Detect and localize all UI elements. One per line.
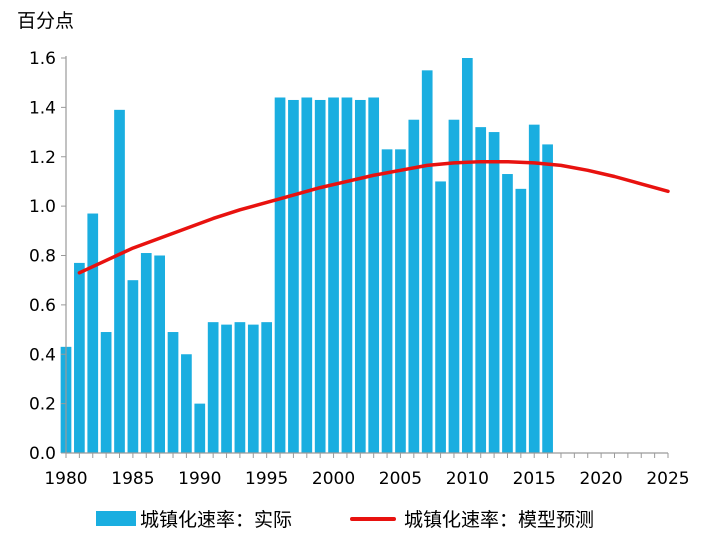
legend-label-actual: 城镇化速率：实际 [140,509,293,531]
x-tick-label: 2010 [446,469,489,489]
y-axis-label: 百分点 [17,10,75,32]
bar [461,58,473,453]
x-tick-label: 1985 [111,469,154,489]
bar [395,149,406,453]
bar [301,97,313,453]
y-tick-label: 1.0 [29,197,56,217]
bar [421,70,433,453]
bar [502,174,513,453]
bar [381,149,393,453]
bar [100,332,112,453]
y-tick-label: 0.6 [29,296,56,316]
bar [542,144,553,453]
bar [408,119,420,453]
y-tick-label: 1.4 [29,98,56,118]
bar [515,188,527,453]
bar [221,324,232,453]
bar [127,280,139,453]
legend-line-swatch [350,516,396,521]
legend-item-predicted: 城镇化速率：模型预测 [350,505,594,532]
legend-bar-swatch [96,511,136,526]
bar [488,132,500,453]
legend: 城镇化速率：实际 城镇化速率：模型预测 [0,505,701,535]
prediction-line [77,159,670,275]
bar [140,253,152,453]
x-tick-label: 2025 [646,469,689,489]
bar [194,403,206,453]
y-tick-label: 0.4 [29,345,56,365]
bar [274,97,286,453]
x-tick-label: 1995 [245,469,288,489]
x-tick-label: 1990 [178,469,221,489]
bar [207,322,219,453]
y-tick-label: 0.2 [29,395,56,415]
bar [74,262,85,453]
bar [234,322,246,453]
bar [368,97,380,453]
x-tick-label: 1980 [44,469,87,489]
y-tick-label: 0.8 [29,247,56,267]
y-tick-label: 1.2 [29,148,56,168]
bar [261,322,273,453]
bar [341,97,353,453]
x-tick-label: 2015 [513,469,556,489]
bar [328,97,339,453]
x-tick-label: 2000 [312,469,355,489]
y-tick-label: 0.0 [29,444,56,464]
bar [475,127,487,453]
bar [288,99,299,453]
x-tick-label: 2005 [379,469,422,489]
legend-item-actual: 城镇化速率：实际 [96,505,292,532]
x-tick-label: 2020 [579,469,622,489]
bar [247,324,259,453]
bar [435,181,446,453]
bar [528,124,540,453]
bar [87,213,99,453]
bar [114,109,125,453]
bar [181,354,192,453]
y-tick-label: 1.6 [29,49,56,69]
legend-label-predicted: 城镇化速率：模型预测 [404,509,595,531]
bar [448,119,460,453]
bar [154,255,165,453]
bar [354,99,366,453]
bar [167,332,179,453]
bar [314,99,326,453]
